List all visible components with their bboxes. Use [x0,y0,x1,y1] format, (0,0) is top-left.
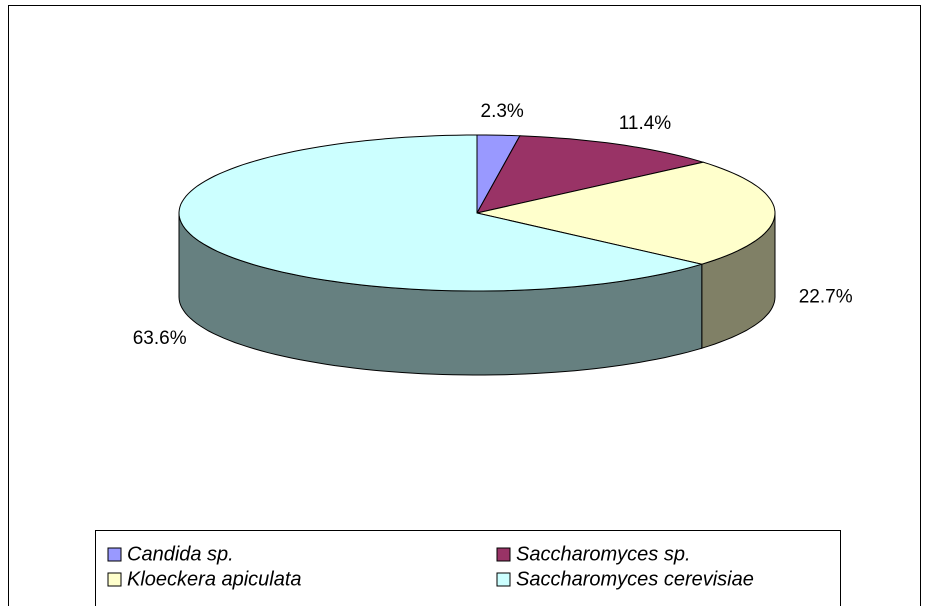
legend-swatch [107,572,122,587]
slice [178,134,702,292]
legend-swatch [496,547,511,562]
legend-label: Kloeckera apiculata [127,568,302,590]
data-label: 11.4% [619,113,672,134]
legend-swatch [496,572,511,587]
data-label: 63.6% [133,328,187,349]
slice [476,161,776,265]
legend-label: Saccharomyces sp. [516,543,691,565]
legend-label: Candida sp. [127,543,234,565]
slice [476,135,705,214]
legend-swatch [107,547,122,562]
data-label: 2.3% [481,101,524,122]
legend-box [95,530,841,606]
data-label: 22.7% [799,286,853,307]
legend-label: Saccharomyces cerevisiae [516,568,754,590]
